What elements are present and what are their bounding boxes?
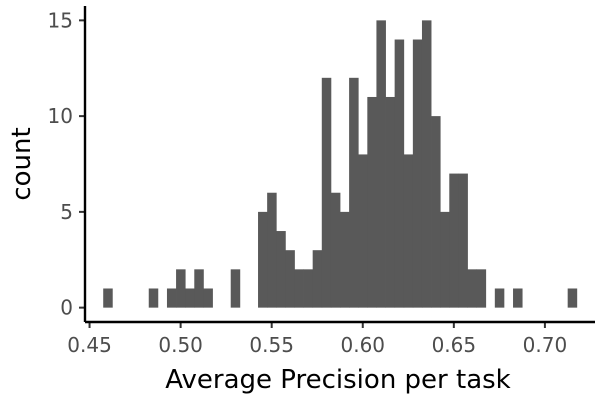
y-tick-label: 10	[48, 104, 73, 128]
histogram-bar	[394, 39, 405, 308]
histogram-bar	[349, 77, 359, 308]
histogram-bar	[567, 288, 578, 308]
histogram-bar	[194, 269, 204, 308]
histogram-bar	[449, 173, 459, 308]
histogram-bar	[303, 269, 314, 308]
x-axis-title: Average Precision per task	[165, 365, 511, 395]
histogram-bar	[421, 20, 432, 308]
histogram-bar	[321, 77, 332, 308]
histogram-bar	[513, 288, 523, 308]
y-tick-label: 0	[60, 296, 73, 320]
histogram-bar	[385, 96, 396, 308]
histogram-bar	[203, 288, 213, 308]
histogram-bar	[440, 211, 450, 308]
y-tick-label: 5	[60, 200, 73, 224]
y-tick-label: 15	[48, 8, 73, 32]
histogram-bar	[312, 250, 323, 308]
histogram-bar	[340, 211, 350, 308]
histogram-bar	[367, 96, 377, 308]
x-axis-ticks: 0.45 0.50 0.55 0.60 0.65 0.70	[67, 322, 567, 357]
histogram-bar	[330, 192, 341, 308]
histogram-bar	[494, 288, 505, 308]
x-tick-label: 0.50	[158, 333, 203, 357]
histogram-bar	[267, 192, 277, 308]
histogram-bar	[276, 231, 286, 308]
histogram-bar	[431, 116, 441, 308]
y-axis-ticks: 0 5 10 15	[48, 8, 85, 320]
histogram-bar	[376, 20, 386, 308]
histogram-bar	[166, 288, 177, 308]
histogram-bar	[176, 269, 186, 308]
histogram-bar	[458, 173, 468, 308]
x-tick-label: 0.65	[432, 333, 477, 357]
histogram-bar	[294, 269, 304, 308]
histogram-bar	[258, 211, 268, 308]
histogram-bar	[285, 250, 295, 308]
histogram-bar	[230, 269, 241, 308]
x-tick-label: 0.60	[341, 333, 386, 357]
histogram-bar	[358, 154, 368, 308]
histogram-bar	[476, 269, 487, 308]
histogram-bar	[103, 288, 113, 308]
histogram-bar	[412, 39, 423, 308]
histogram-bar	[467, 269, 478, 308]
histogram-bar	[403, 154, 414, 308]
x-tick-label: 0.45	[67, 333, 112, 357]
histogram-bar	[148, 288, 159, 308]
x-tick-label: 0.70	[523, 333, 568, 357]
x-tick-label: 0.55	[249, 333, 294, 357]
histogram-bars	[103, 20, 578, 308]
y-axis-title: count	[7, 127, 37, 200]
histogram-bar	[185, 288, 195, 308]
